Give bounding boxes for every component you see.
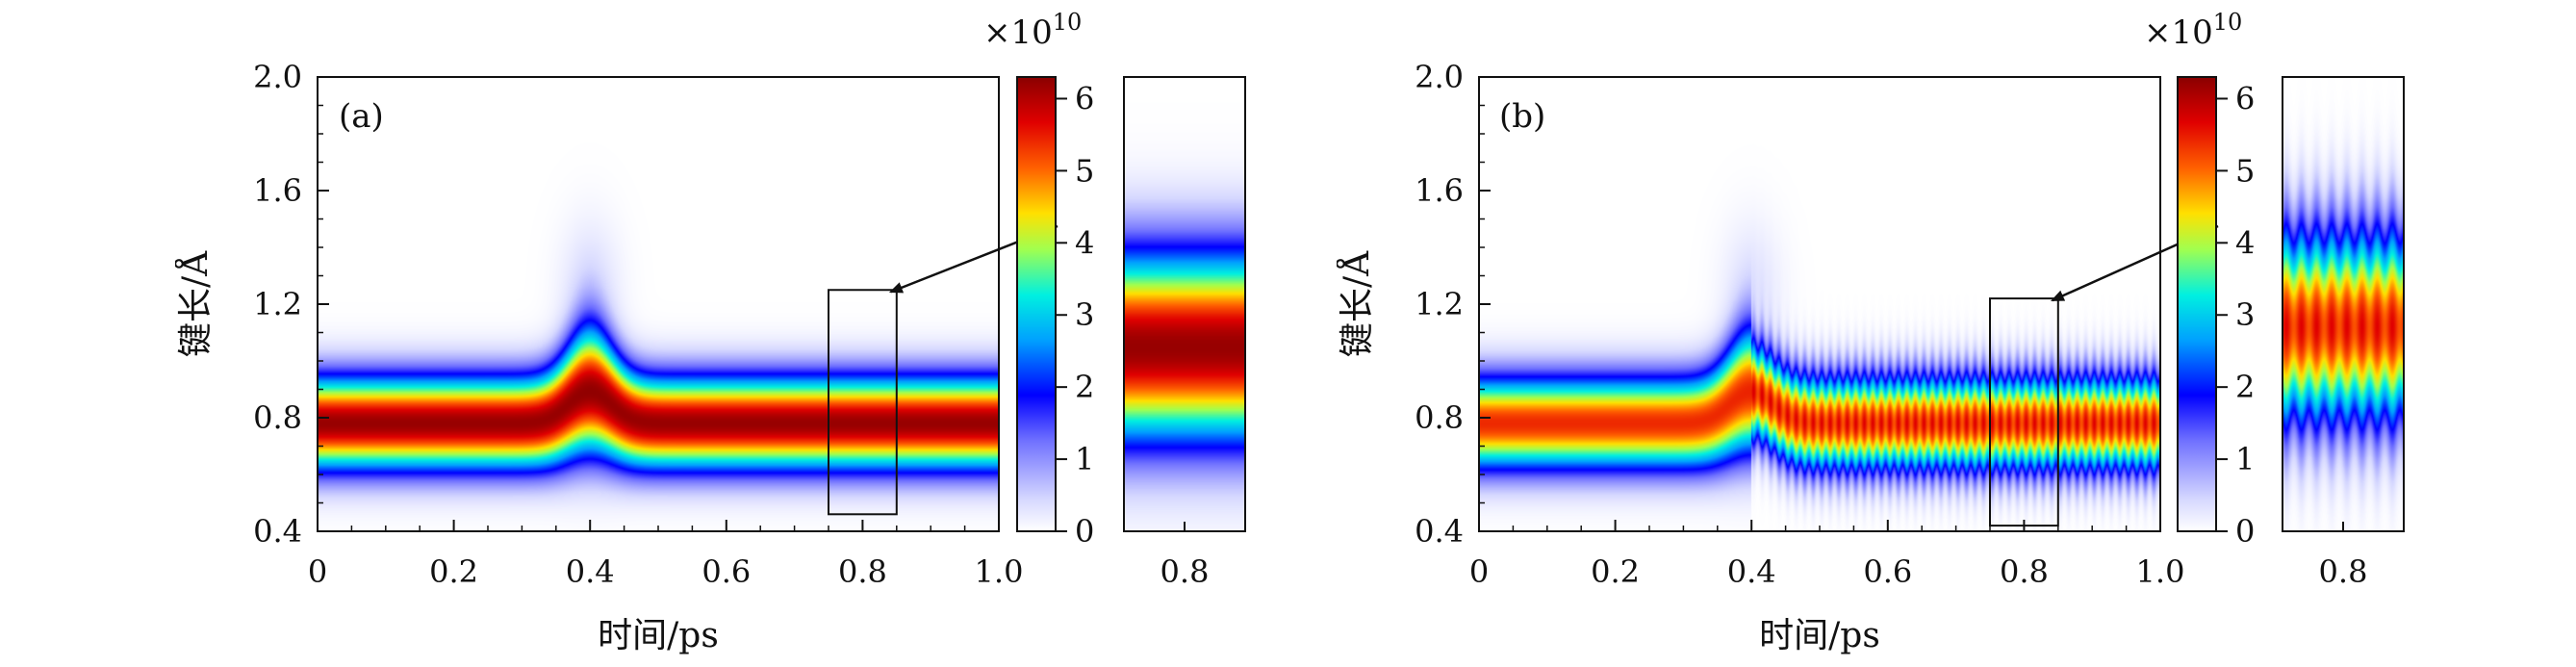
colorbar-tick-label-b-4: 4 (2235, 224, 2255, 261)
y-axis-label-b: 键长/Å (1337, 250, 1377, 357)
y-tick-label-a-4: 2.0 (253, 59, 302, 95)
colorbar-frame-b (2177, 76, 2217, 532)
x-tick-label-b-2: 0.4 (1727, 553, 1776, 590)
x-tick-label-a-0: 0 (308, 553, 327, 590)
colorbar-tick-label-a-0: 0 (1075, 513, 1094, 550)
x-tick-label-b-5: 1.0 (2136, 553, 2185, 590)
panel-a: 0 0.2 0.4 0.6 0.8 1.0 0.4 0.8 1.2 1.6 2.0 (a) 键长/Å… (175, 9, 1246, 655)
colorbar-tick-label-a-4: 4 (1075, 224, 1094, 261)
x-tick-label-b-1: 0.2 (1591, 553, 1640, 590)
x-tick-label-a-4: 0.8 (838, 553, 887, 590)
x-tick-label-b-3: 0.6 (1863, 553, 1912, 590)
panel-b: 0 0.2 0.4 0.6 0.8 1.0 0.4 0.8 1.2 1.6 2.0 (b) 键长/Å… (1337, 9, 2405, 655)
colorbar-tick-label-b-1: 1 (2235, 441, 2255, 477)
x-tick-label-a-2: 0.4 (566, 553, 615, 590)
y-tick-label-b-0: 0.4 (1415, 513, 1464, 550)
colorbar-tick-label-b-3: 3 (2235, 296, 2255, 333)
zoom-tick-label-b: 0.8 (2319, 553, 2368, 590)
x-tick-label-a-3: 0.6 (701, 553, 751, 590)
colorbar-tick-label-a-2: 2 (1075, 369, 1094, 405)
colorbar-b (2178, 77, 2216, 531)
x-tick-label-a-1: 0.2 (429, 553, 478, 590)
colorbar-tick-label-b-6: 6 (2235, 80, 2255, 116)
zoom-heatmap-a (1124, 77, 1245, 531)
y-tick-label-b-3: 1.6 (1415, 172, 1464, 209)
inset-box-b (1989, 297, 2059, 527)
panel-label-b: (b) (1499, 97, 1545, 136)
y-tick-label-a-3: 1.6 (253, 172, 302, 209)
panel-label-a: (a) (339, 97, 384, 136)
y-tick-label-a-0: 0.4 (253, 513, 302, 550)
inset-box-a (828, 289, 898, 516)
y-tick-label-a-1: 0.8 (253, 399, 302, 436)
colorbar-tick-label-a-1: 1 (1075, 441, 1094, 477)
heatmap-b (1479, 77, 2160, 531)
colorbar-tick-label-a-5: 5 (1075, 152, 1094, 189)
colorbar-tick-label-a-3: 3 (1075, 296, 1094, 333)
x-tick-label-a-5: 1.0 (975, 553, 1024, 590)
y-tick-label-b-2: 1.2 (1415, 286, 1464, 322)
colorbar-multiplier-b: ×1010 (2144, 9, 2242, 52)
x-tick-label-b-0: 0 (1469, 553, 1489, 590)
y-tick-label-b-4: 2.0 (1415, 59, 1464, 95)
x-tick-label-b-4: 0.8 (2000, 553, 2049, 590)
colorbar-tick-label-b-2: 2 (2235, 369, 2255, 405)
x-axis-label-b: 时间/ps (1759, 616, 1880, 655)
colorbar-tick-label-b-0: 0 (2235, 513, 2255, 550)
heatmap-a (318, 77, 999, 531)
colorbar-frame-a (1016, 76, 1057, 532)
colorbar-multiplier-a: ×1010 (983, 9, 1082, 52)
y-axis-label-a: 键长/Å (175, 250, 216, 357)
colorbar-tick-label-a-6: 6 (1075, 80, 1094, 116)
x-axis-label-a: 时间/ps (598, 616, 719, 655)
y-tick-label-b-1: 0.8 (1415, 399, 1464, 436)
colorbar-a (1017, 77, 1056, 531)
zoom-tick-label-a: 0.8 (1160, 553, 1210, 590)
colorbar-tick-label-b-5: 5 (2235, 152, 2255, 189)
zoom-heatmap-b (2283, 77, 2404, 531)
y-tick-label-a-2: 1.2 (253, 286, 302, 322)
